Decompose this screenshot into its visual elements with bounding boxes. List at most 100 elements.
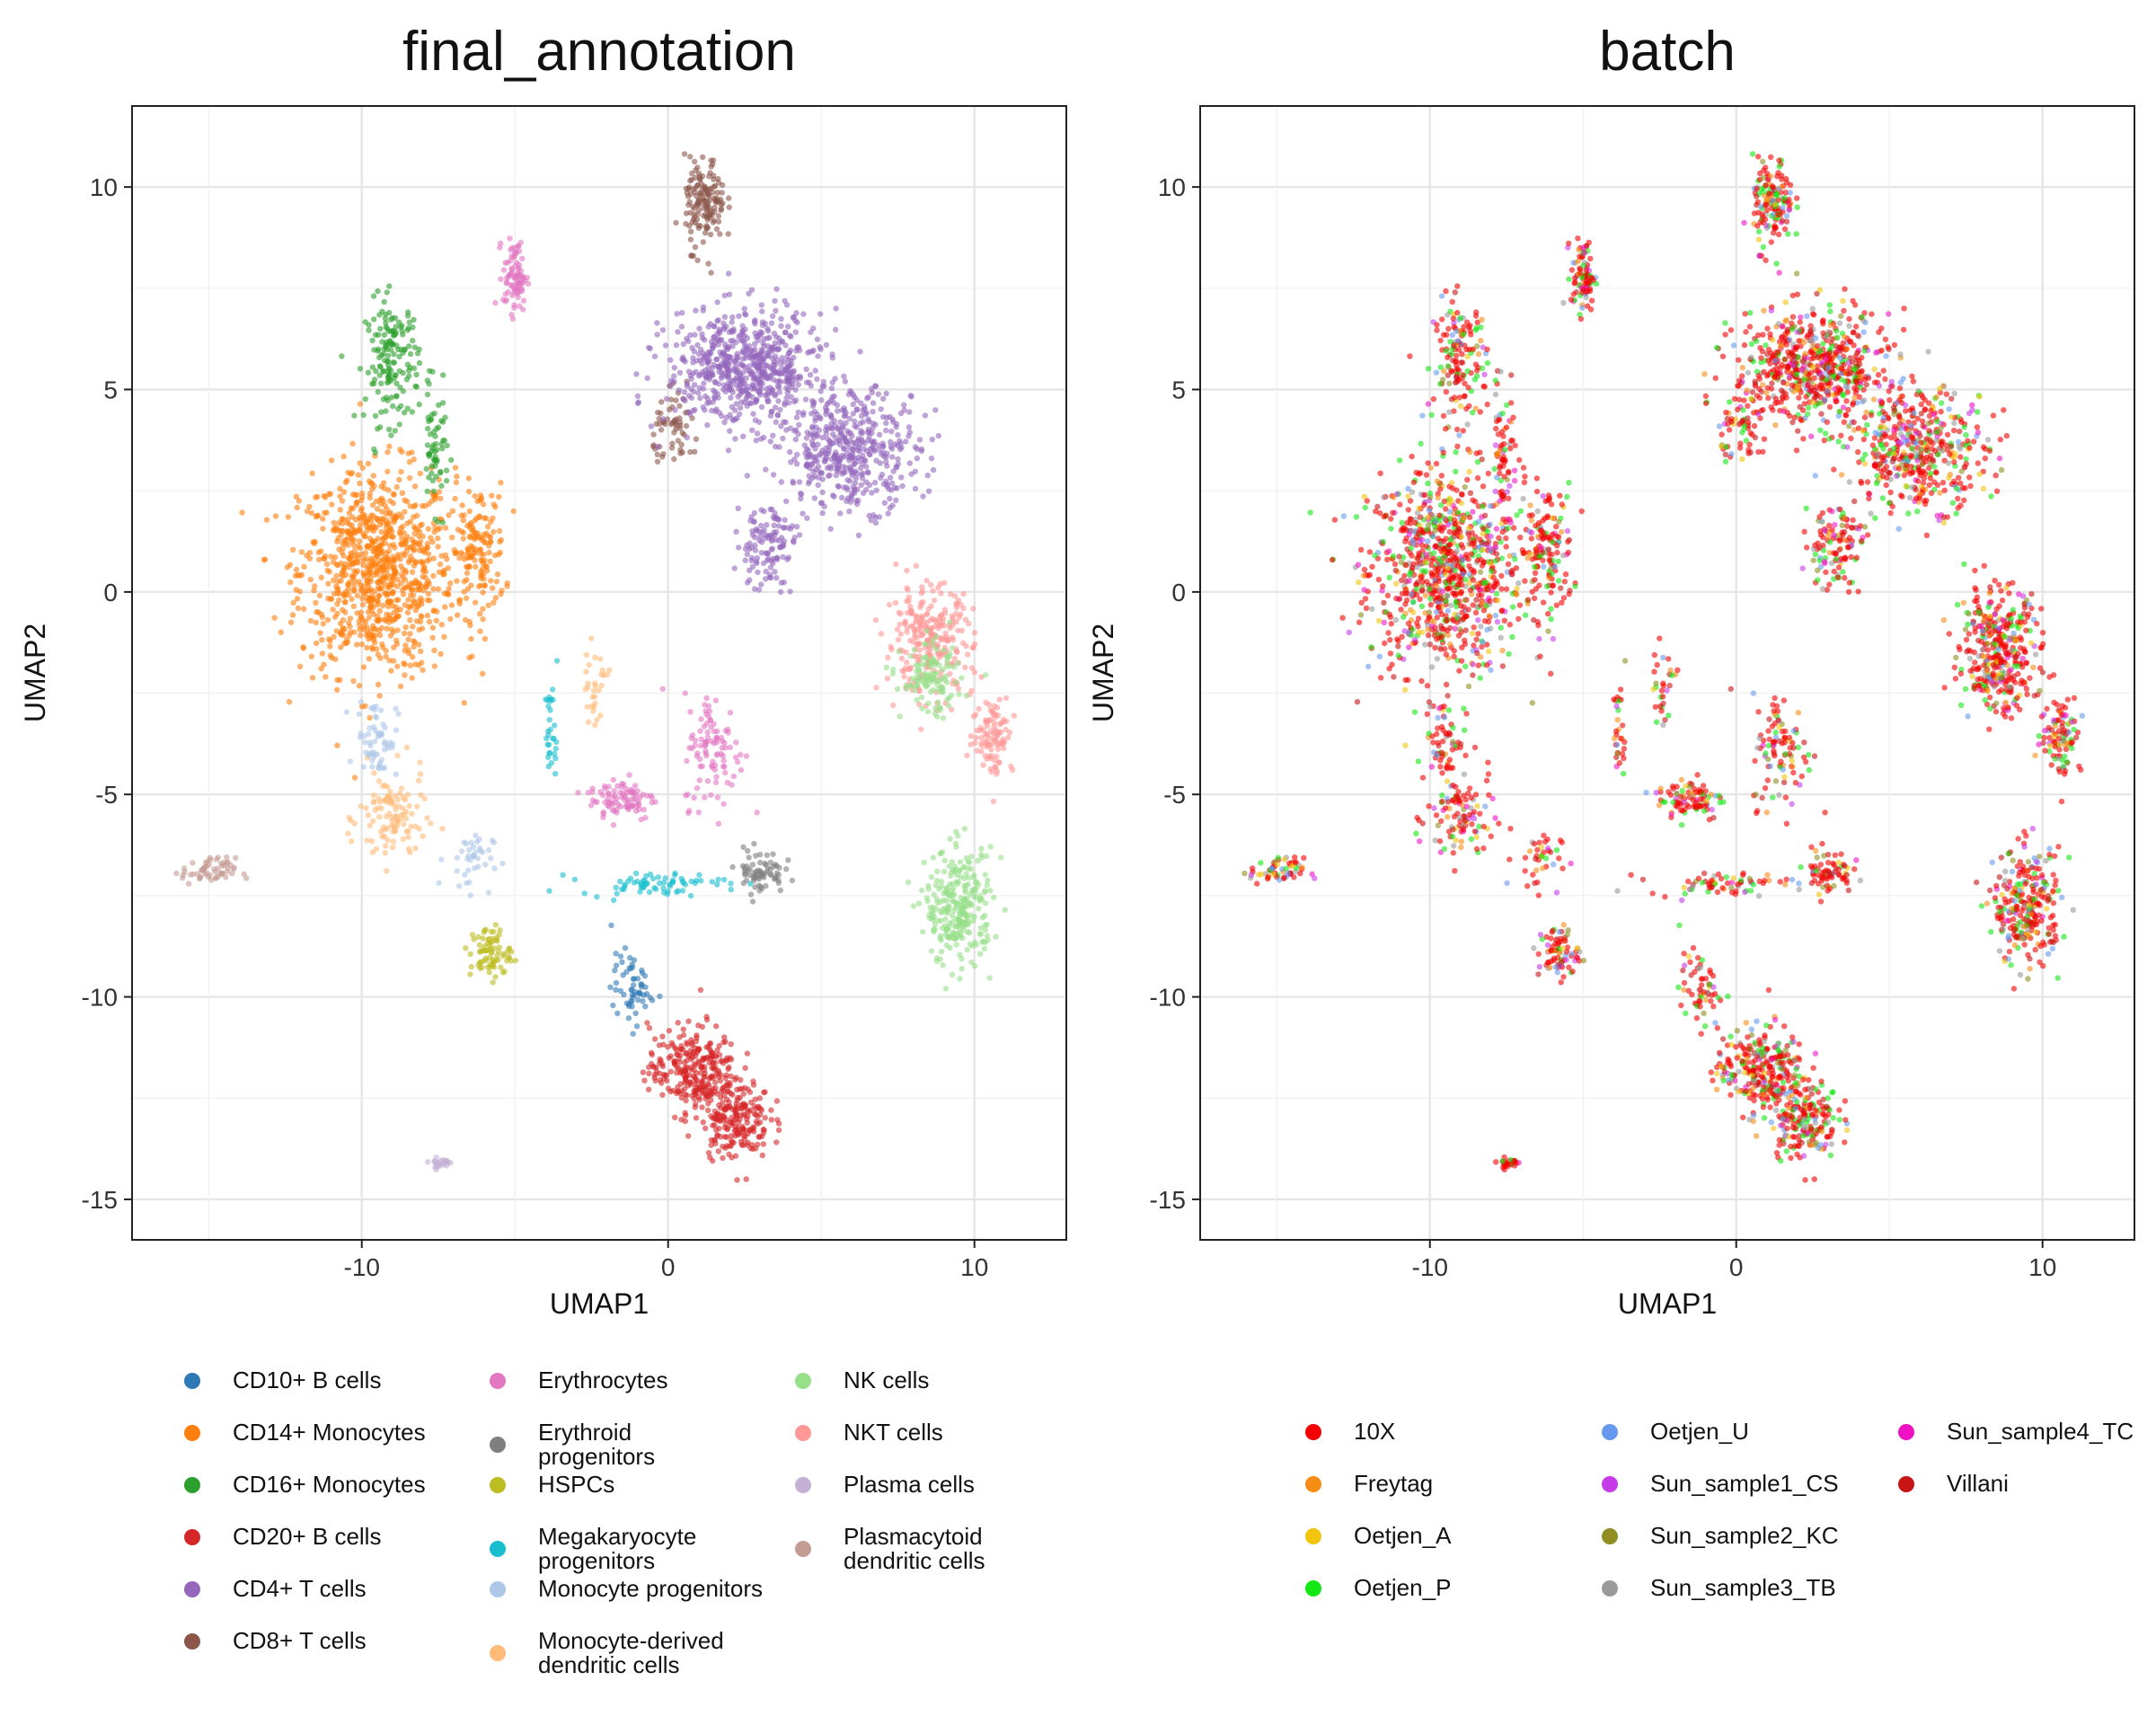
- data-point: [968, 912, 974, 918]
- data-point: [904, 625, 910, 632]
- data-point: [971, 669, 978, 676]
- data-point: [978, 845, 985, 852]
- data-point: [398, 402, 404, 410]
- data-point: [883, 427, 889, 434]
- data-point: [703, 374, 710, 380]
- data-point: [713, 226, 720, 233]
- data-point: [687, 373, 694, 379]
- data-point: [828, 385, 835, 392]
- data-point: [454, 854, 461, 861]
- data-point: [814, 376, 820, 383]
- data-point: [337, 677, 343, 683]
- data-point: [406, 584, 413, 590]
- data-point: [646, 889, 653, 896]
- data-point: [334, 742, 340, 748]
- data-point: [1000, 740, 1006, 747]
- data-point: [772, 569, 778, 575]
- data-point: [667, 406, 673, 413]
- data-point: [660, 416, 667, 422]
- data-point: [500, 267, 508, 273]
- data-point: [641, 1077, 648, 1084]
- data-point: [822, 456, 828, 462]
- data-point: [639, 969, 646, 977]
- data-point: [727, 428, 733, 434]
- data-point: [292, 572, 299, 579]
- data-point: [770, 313, 776, 319]
- data-point: [293, 566, 300, 573]
- data-point: [964, 651, 971, 658]
- data-point: [456, 597, 464, 603]
- data-point: [741, 305, 747, 312]
- data-point: [922, 672, 928, 678]
- data-point: [699, 763, 705, 769]
- data-point: [449, 508, 456, 514]
- data-point: [432, 433, 438, 439]
- data-point: [350, 603, 358, 609]
- data-point: [957, 951, 963, 959]
- data-point: [383, 529, 389, 535]
- data-point: [760, 1141, 766, 1147]
- data-point: [894, 464, 900, 471]
- data-point: [419, 521, 425, 527]
- data-point: [233, 854, 239, 862]
- data-point: [368, 517, 375, 524]
- data-point: [680, 354, 686, 360]
- data-point: [685, 186, 692, 192]
- data-point: [298, 571, 305, 578]
- data-point: [348, 505, 354, 511]
- data-point: [943, 653, 950, 660]
- data-point: [889, 670, 897, 677]
- data-point: [827, 526, 834, 532]
- data-point: [441, 571, 447, 578]
- data-point: [756, 1095, 763, 1101]
- data-point: [441, 438, 447, 444]
- data-point: [923, 895, 931, 901]
- data-point: [1498, 572, 1505, 579]
- data-point: [367, 714, 373, 721]
- data-point: [1008, 763, 1014, 770]
- data-point: [704, 734, 711, 740]
- data-point: [443, 467, 450, 473]
- data-point: [470, 844, 477, 850]
- data-point: [382, 315, 389, 322]
- data-point: [263, 517, 270, 523]
- data-point: [749, 862, 756, 868]
- data-point: [357, 632, 364, 639]
- data-point: [696, 1046, 702, 1052]
- data-point: [806, 451, 812, 458]
- data-point: [371, 792, 377, 799]
- data-point: [497, 927, 503, 933]
- data-point: [416, 626, 422, 633]
- data-point: [476, 959, 483, 966]
- data-point: [517, 239, 524, 246]
- data-point: [381, 332, 387, 338]
- data-point: [610, 776, 616, 783]
- data-point: [970, 917, 976, 924]
- data-point: [758, 403, 765, 411]
- data-point: [676, 369, 684, 376]
- data-point: [928, 456, 935, 462]
- data-point: [1005, 734, 1012, 741]
- data-point: [776, 346, 782, 352]
- data-point: [724, 1105, 731, 1111]
- data-point: [759, 1133, 765, 1140]
- data-point: [961, 826, 968, 832]
- data-point: [713, 735, 720, 741]
- data-point: [769, 355, 775, 361]
- data-point: [367, 491, 373, 497]
- data-point: [755, 1103, 762, 1110]
- data-point: [1375, 576, 1383, 583]
- data-point: [365, 812, 372, 818]
- data-point: [1410, 598, 1417, 606]
- data-point: [678, 323, 685, 330]
- data-point: [762, 368, 768, 375]
- data-point: [382, 590, 388, 597]
- data-point: [414, 803, 420, 809]
- data-point: [973, 734, 979, 741]
- data-point: [330, 606, 336, 613]
- data-point: [504, 583, 510, 589]
- data-point: [860, 470, 866, 477]
- data-point: [509, 315, 517, 323]
- data-point: [502, 260, 508, 266]
- data-point: [416, 359, 423, 367]
